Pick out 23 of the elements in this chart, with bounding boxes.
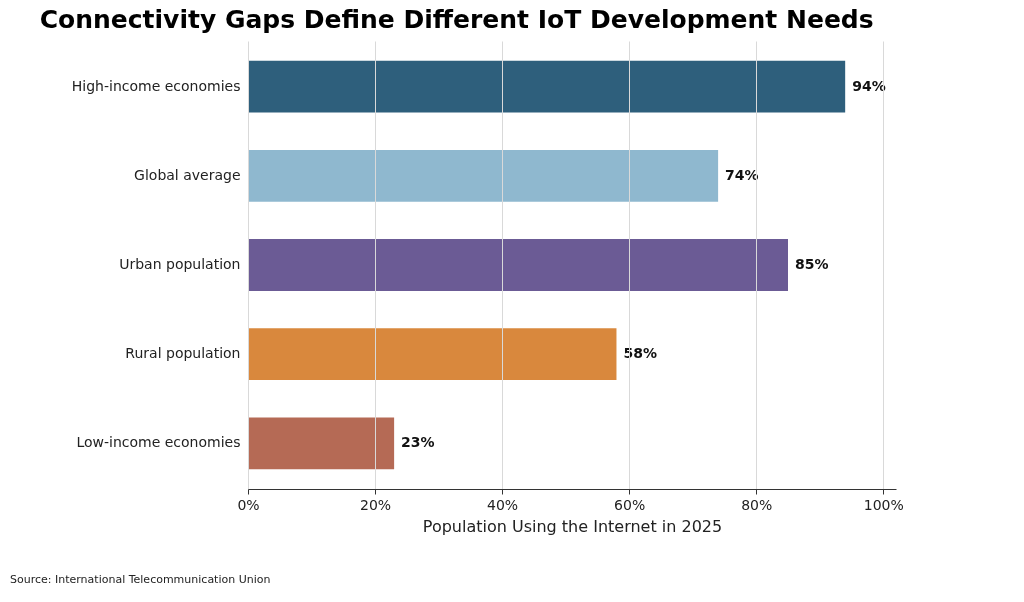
- y-tick-label: Rural population: [125, 345, 241, 362]
- data-label: 74%: [725, 166, 759, 183]
- bar: [248, 149, 719, 202]
- data-label: 94%: [852, 77, 886, 94]
- x-axis-title: Population Using the Internet in 2025: [422, 516, 723, 536]
- data-label: 85%: [795, 256, 829, 272]
- chart-title: Connectivity Gaps Define Different IoT Development Needs: [39, 5, 874, 34]
- bar: [248, 60, 846, 113]
- bar: [248, 328, 617, 381]
- y-tick-label: Low-income economies: [76, 434, 241, 451]
- y-tick-label: Global average: [134, 166, 241, 183]
- x-tick-label: 100%: [863, 496, 904, 513]
- x-tick-label: 20%: [360, 496, 392, 513]
- y-tick-label: Urban population: [119, 256, 241, 272]
- source-note: Source: International Telecommunication Union: [10, 573, 271, 586]
- data-label: 23%: [401, 434, 435, 451]
- bar: [248, 239, 788, 291]
- y-tick-label: High-income economies: [71, 77, 241, 94]
- bar: [248, 417, 395, 470]
- x-tick-label: 80%: [741, 496, 773, 513]
- x-tick-label: 40%: [487, 496, 519, 513]
- x-tick-label: 60%: [614, 496, 646, 513]
- x-tick-label: 0%: [237, 496, 260, 513]
